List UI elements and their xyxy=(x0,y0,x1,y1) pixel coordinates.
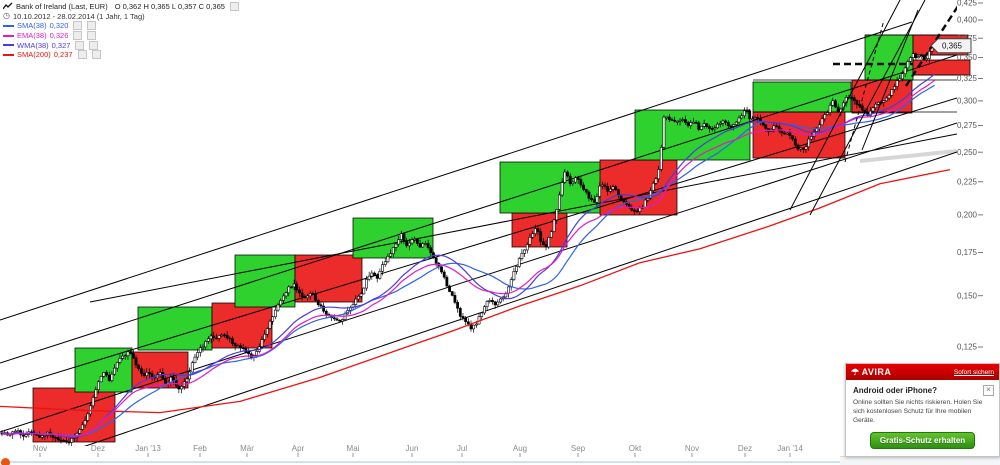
svg-text:0,400: 0,400 xyxy=(957,16,978,25)
box-indicator-layer xyxy=(32,34,971,443)
chart-line-icon xyxy=(3,2,13,10)
svg-text:Jan '13: Jan '13 xyxy=(135,444,161,453)
time-axis: Nov Dez Jan '13 Feb Mär Apr Mai Jun Jul Aug Sep Okt… xyxy=(33,444,803,457)
umbrella-icon: ☂ xyxy=(851,366,860,377)
box-level-rays xyxy=(753,34,957,113)
signal-box-green xyxy=(499,161,603,214)
svg-text:0,425: 0,425 xyxy=(957,0,978,8)
ad-cta-button[interactable]: Gratis-Schutz erhalten xyxy=(869,431,976,449)
indicator-value: 0,237 xyxy=(53,50,73,60)
bottom-left-app-icon[interactable] xyxy=(1,458,10,465)
signal-box-red xyxy=(294,254,363,303)
svg-text:0,350: 0,350 xyxy=(957,53,978,62)
svg-text:Okt: Okt xyxy=(629,444,642,453)
period-row: ◷ 10.10.2012 - 28.02.2014 (1 Jahr, 1 Tag… xyxy=(3,12,239,22)
svg-text:0,175: 0,175 xyxy=(957,248,978,257)
window-bottom-edge xyxy=(0,461,1000,463)
indicator-color-swatch xyxy=(3,44,14,47)
svg-text:0,250: 0,250 xyxy=(957,148,978,157)
instrument-title: Bank of Ireland (Last, EUR) xyxy=(16,2,108,12)
indicator-value: 0,327 xyxy=(51,40,71,50)
svg-text:0,150: 0,150 xyxy=(957,291,978,300)
indicator-row-sma38: SMA(38) 0,320 xyxy=(3,21,239,31)
svg-text:0,325: 0,325 xyxy=(957,74,978,83)
indicator-color-swatch xyxy=(3,24,14,27)
signal-box-red xyxy=(752,111,846,159)
svg-text:Mär: Mär xyxy=(240,444,254,453)
signal-box-green xyxy=(752,81,852,113)
indicator-row-wma38: WMA(38) 0,327 xyxy=(3,40,239,50)
indicator-label: SMA(38) xyxy=(17,21,47,31)
avira-brand-text: AVIRA xyxy=(861,367,892,377)
svg-text:0,200: 0,200 xyxy=(957,210,978,219)
svg-text:Jul: Jul xyxy=(457,444,467,453)
indicator-color-swatch xyxy=(3,53,14,56)
chart-settings-icon[interactable] xyxy=(229,2,239,12)
ohlc-values: O 0,362 H 0,365 L 0,357 C 0,365 xyxy=(114,2,225,12)
indicator-value: 0,320 xyxy=(49,21,69,31)
ad-header-link[interactable]: Sofort sichern xyxy=(953,368,994,376)
svg-text:Aug: Aug xyxy=(513,444,527,453)
price-axis: 0,4250,4000,3750,3500,3250,3000,2750,250… xyxy=(957,0,983,352)
indicator-remove-icon[interactable] xyxy=(87,31,97,41)
indicator-color-swatch xyxy=(3,34,14,37)
ad-lower-strip xyxy=(840,456,1000,465)
indicator-edit-icon[interactable] xyxy=(73,31,83,41)
indicator-edit-icon[interactable] xyxy=(75,40,85,50)
indicator-row-ema38: EMA(38) 0,326 xyxy=(3,31,239,41)
svg-text:0,125: 0,125 xyxy=(957,343,978,352)
signal-box-red xyxy=(511,212,568,248)
ad-title: Android oder iPhone? xyxy=(853,386,937,395)
period-label: 10.10.2012 - 28.02.2014 (1 Jahr, 1 Tag) xyxy=(12,11,145,21)
indicator-remove-icon[interactable] xyxy=(87,21,97,31)
indicator-label: SMA(200) xyxy=(17,50,51,60)
ad-close-button[interactable]: × xyxy=(983,385,994,396)
svg-text:0,275: 0,275 xyxy=(957,121,978,130)
indicator-value: 0,326 xyxy=(49,31,69,41)
svg-text:Nov: Nov xyxy=(685,444,699,453)
indicator-remove-icon[interactable] xyxy=(89,40,99,50)
svg-text:Dez: Dez xyxy=(738,444,752,453)
svg-text:Nov: Nov xyxy=(33,444,47,453)
last-price-badge: 0,365 xyxy=(930,38,972,54)
svg-text:Sep: Sep xyxy=(571,444,586,453)
avira-logo: ☂ AVIRA xyxy=(851,367,891,378)
clock-icon: ◷ xyxy=(3,11,10,21)
svg-text:Feb: Feb xyxy=(193,444,207,453)
indicator-row-sma200: SMA(200) 0,237 xyxy=(3,50,239,60)
indicator-label: EMA(38) xyxy=(17,31,47,41)
svg-text:Apr: Apr xyxy=(292,444,305,453)
avira-ad-header: ☂ AVIRA Sofort sichern xyxy=(846,364,999,380)
signal-box-green xyxy=(634,109,751,161)
moving-average-layer xyxy=(0,73,951,438)
avira-ad-panel: ☂ AVIRA Sofort sichern × Android oder iP… xyxy=(845,363,1000,457)
svg-text:0,300: 0,300 xyxy=(957,97,978,106)
svg-text:Jan '14: Jan '14 xyxy=(777,444,803,453)
indicator-label: WMA(38) xyxy=(17,40,49,50)
indicator-edit-icon[interactable] xyxy=(73,21,83,31)
indicator-edit-icon[interactable] xyxy=(77,50,87,60)
instrument-row: Bank of Ireland (Last, EUR) O 0,362 H 0,… xyxy=(3,2,239,12)
svg-text:Jun: Jun xyxy=(406,444,419,453)
svg-text:Mai: Mai xyxy=(347,444,360,453)
svg-text:0,225: 0,225 xyxy=(957,177,978,186)
svg-text:Dez: Dez xyxy=(91,444,105,453)
svg-text:0,365: 0,365 xyxy=(942,42,963,51)
signal-box-green xyxy=(234,254,296,308)
signal-box-green xyxy=(74,347,133,393)
ad-body-text: Online sollten Sie nichts riskieren. Hol… xyxy=(853,399,983,424)
construction-line-layer xyxy=(789,0,957,216)
indicator-remove-icon[interactable] xyxy=(91,50,101,60)
chart-legend: Bank of Ireland (Last, EUR) O 0,362 H 0,… xyxy=(3,2,239,60)
